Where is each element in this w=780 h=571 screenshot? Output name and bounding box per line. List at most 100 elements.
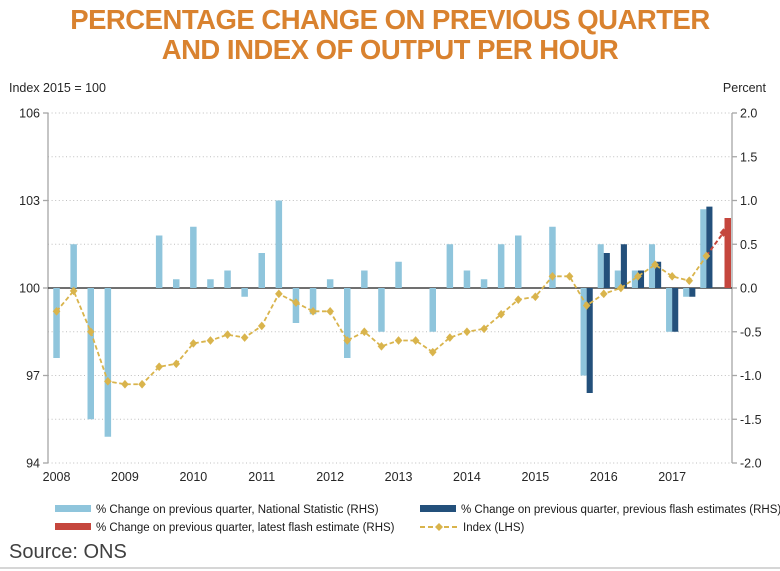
index-line-marker <box>685 276 694 286</box>
index-line-key-icon <box>420 522 458 531</box>
legend-item-previous-flash: % Change on previous quarter, previous f… <box>420 504 780 516</box>
index-line-marker <box>548 271 557 281</box>
index-line-marker <box>702 251 711 261</box>
left-axis-tick-label: 103 <box>19 194 40 208</box>
bar-national-statistic <box>190 226 197 288</box>
index-line-marker <box>531 292 540 302</box>
bar-previous-flash-estimate <box>689 288 696 297</box>
bar-national-statistic <box>580 288 587 376</box>
legend-label: % Change on previous quarter, previous f… <box>461 504 780 516</box>
bar-previous-flash-estimate <box>672 288 679 332</box>
index-line-marker <box>206 336 215 345</box>
bar-national-statistic <box>241 288 248 297</box>
x-axis-year-label: 2012 <box>316 470 344 484</box>
index-line-marker <box>719 228 728 237</box>
left-axis-title: Index 2015 = 100 <box>9 81 106 95</box>
legend-label: % Change on previous quarter, National S… <box>96 504 379 516</box>
index-line-marker <box>497 309 506 319</box>
index-line-marker <box>223 330 232 340</box>
x-axis-year-label: 2013 <box>385 470 413 484</box>
index-line-marker <box>172 359 181 369</box>
left-axis-tick-label: 97 <box>26 369 40 383</box>
bar-national-statistic <box>597 244 604 288</box>
bar-national-statistic <box>549 226 556 288</box>
bar-national-statistic <box>515 235 522 288</box>
source-note: Source: ONS <box>9 541 127 563</box>
legend-item-latest-flash: % Change on previous quarter, latest fla… <box>55 522 395 534</box>
bar-national-statistic <box>155 235 163 288</box>
index-line-marker <box>651 260 659 270</box>
right-axis-tick-label: 2.0 <box>740 107 757 121</box>
x-axis-year-label: 2015 <box>521 470 549 484</box>
legend-label: % Change on previous quarter, latest fla… <box>96 522 395 534</box>
index-line-marker <box>445 333 454 342</box>
x-axis-year-label: 2017 <box>658 470 686 484</box>
index-line-marker <box>599 289 608 299</box>
bar-previous-flash-estimate <box>620 244 627 288</box>
index-line-marker <box>634 271 642 281</box>
bar-national-statistic <box>70 244 77 288</box>
index-line-marker <box>189 339 198 348</box>
index-line-marker <box>274 289 283 299</box>
index-line-marker <box>103 376 112 386</box>
bar-previous-flash-estimate <box>586 288 593 393</box>
bar-national-statistic <box>309 288 317 315</box>
x-axis-year-label: 2008 <box>43 470 71 484</box>
index-line-marker <box>616 283 625 293</box>
right-axis-tick-label: 1.5 <box>740 150 757 164</box>
index-line-marker <box>565 271 574 281</box>
left-axis-tick-label: 106 <box>19 107 40 121</box>
right-axis-tick-label: -2.0 <box>740 457 762 471</box>
left-axis-tick-label: 100 <box>19 282 40 296</box>
latest-flash-swatch <box>55 523 91 531</box>
bottom-divider <box>0 567 780 569</box>
index-line-marker <box>394 336 403 345</box>
legend-item-national-statistic: % Change on previous quarter, National S… <box>55 504 379 516</box>
bar-national-statistic <box>683 288 690 297</box>
index-line-marker <box>668 271 677 281</box>
right-axis-tick-label: -1.0 <box>740 369 762 383</box>
bar-national-statistic <box>480 279 488 288</box>
bar-national-statistic <box>463 270 471 288</box>
bar-national-statistic <box>87 288 94 420</box>
bar-national-statistic <box>173 279 180 288</box>
index-line-flash-segment <box>705 231 725 257</box>
index-line-marker <box>326 306 335 316</box>
national-statistic-swatch <box>55 505 91 513</box>
bar-national-statistic <box>326 279 334 288</box>
right-axis-tick-label: -1.5 <box>740 413 762 427</box>
bar-national-statistic <box>224 270 231 288</box>
bar-national-statistic <box>275 200 283 288</box>
index-line-marker <box>86 327 95 337</box>
bar-national-statistic <box>614 270 621 288</box>
index-line-marker <box>138 379 146 389</box>
legend-label: Index (LHS) <box>463 522 525 534</box>
bar-previous-flash-estimate <box>637 270 645 288</box>
index-line-marker <box>240 333 249 342</box>
index-line-marker <box>411 336 420 345</box>
bar-national-statistic <box>446 244 454 288</box>
index-line <box>55 255 708 386</box>
bar-national-statistic <box>429 288 436 332</box>
index-line-marker <box>155 362 164 372</box>
right-axis-tick-label: 0.5 <box>740 238 757 252</box>
right-axis-tick-label: 0.0 <box>740 282 757 296</box>
x-axis-year-label: 2010 <box>179 470 207 484</box>
index-line-marker <box>343 336 352 345</box>
bar-national-statistic <box>378 288 385 332</box>
chart-title-line2: AND INDEX OF OUTPUT PER HOUR <box>161 34 619 65</box>
bar-national-statistic <box>666 288 673 332</box>
legend-item-index-line: Index (LHS) <box>420 522 524 534</box>
bar-previous-flash-estimate <box>603 253 610 288</box>
x-axis-year-label: 2009 <box>111 470 139 484</box>
index-line-marker <box>292 298 300 307</box>
bar-national-statistic <box>53 288 60 358</box>
chart-title-line1: PERCENTAGE CHANGE ON PREVIOUS QUARTER <box>70 4 710 35</box>
x-axis-year-label: 2016 <box>590 470 618 484</box>
bar-national-statistic <box>104 288 112 437</box>
previous-flash-swatch <box>420 505 456 513</box>
index-line-marker <box>360 327 369 337</box>
x-axis-year-label: 2011 <box>248 470 275 484</box>
bar-national-statistic <box>344 288 351 358</box>
